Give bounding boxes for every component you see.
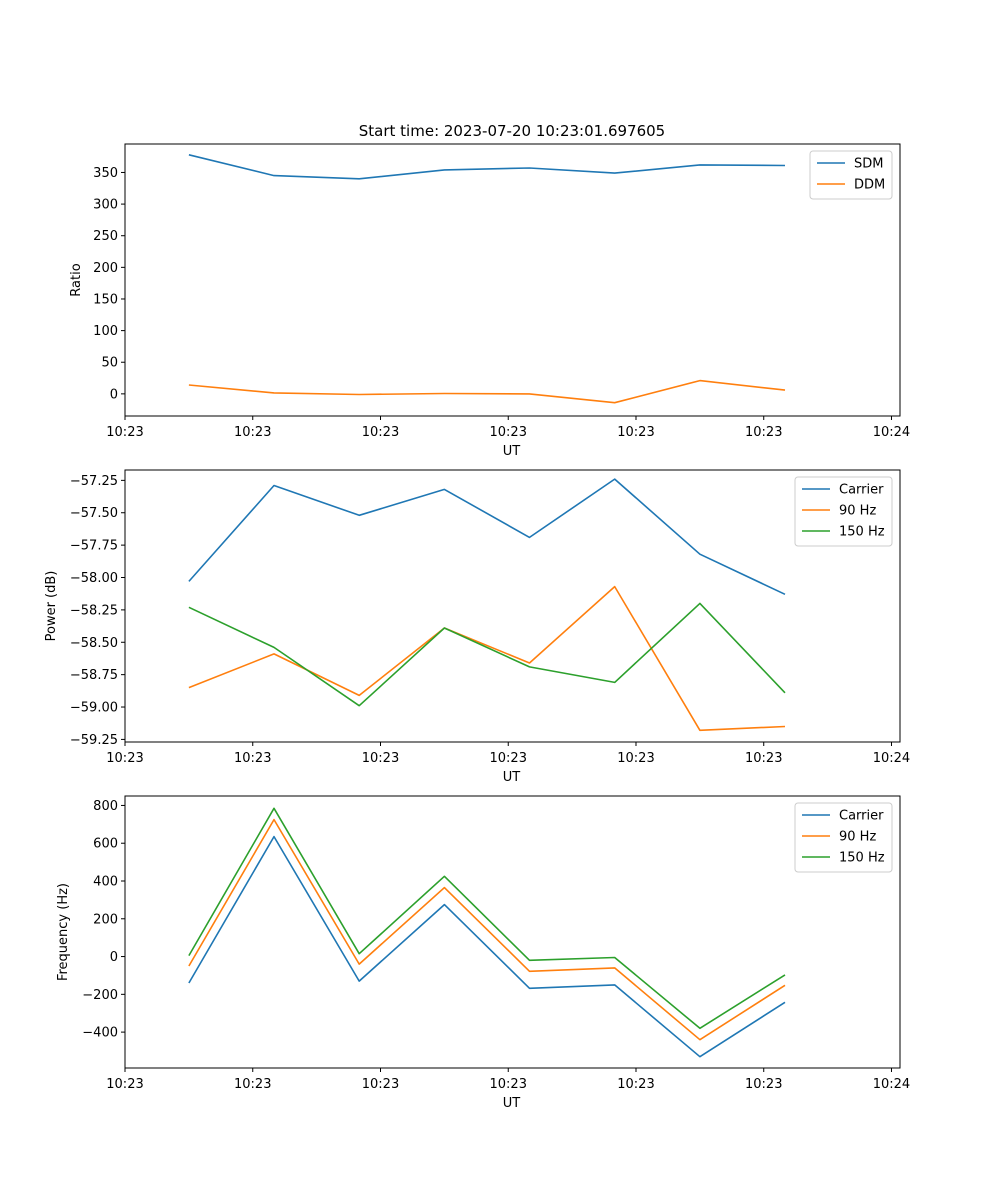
- frequency-y-axis-label: Frequency (Hz): [56, 883, 71, 981]
- y-tick-label: −58.25: [70, 603, 118, 618]
- power-y-axis-label: Power (dB): [44, 571, 59, 642]
- charts-container: 10:23 10:23 10:23 10:23 10:23 10:23 10:24 0 50 10…: [44, 143, 910, 1111]
- x-tick-label: 10:24: [873, 751, 910, 766]
- ratio-legend: SDM DDM: [809, 150, 893, 200]
- legend-label: Carrier: [839, 809, 884, 824]
- y-tick-label: 350: [93, 166, 118, 181]
- x-tick-label: 10:23: [490, 751, 527, 766]
- y-tick-label: −200: [82, 988, 118, 1003]
- x-tick-label: 10:23: [362, 425, 399, 440]
- x-tick-label: 10:23: [362, 751, 399, 766]
- y-tick-label: −57.75: [70, 539, 118, 554]
- y-tick-label: 50: [101, 356, 118, 371]
- legend-label: 90 Hz: [839, 504, 876, 519]
- y-tick-label: −58.00: [70, 571, 118, 586]
- x-tick-label: 10:23: [106, 1077, 143, 1092]
- x-tick-label: 10:23: [106, 425, 143, 440]
- y-tick-label: 150: [93, 292, 118, 307]
- x-tick-label: 10:23: [745, 425, 782, 440]
- y-tick-label: 600: [93, 837, 118, 852]
- frequency-x-axis-label: UT: [503, 1096, 521, 1111]
- frequency-series-90-hz: [188, 818, 786, 1041]
- legend-frame: [794, 802, 893, 873]
- x-tick-label: 10:24: [873, 1077, 910, 1092]
- ratio-panel: 10:23 10:23 10:23 10:23 10:23 10:23 10:24 0 50 10…: [69, 143, 910, 459]
- power-series-150-hz: [188, 602, 786, 707]
- legend-label: 90 Hz: [839, 830, 876, 845]
- ratio-x-axis-label: UT: [503, 444, 521, 459]
- legend-label: 150 Hz: [839, 525, 885, 540]
- x-tick-label: 10:23: [106, 751, 143, 766]
- power-legend: Carrier 90 Hz 150 Hz: [794, 476, 893, 547]
- y-tick-label: −57.25: [70, 474, 118, 489]
- x-tick-label: 10:23: [362, 1077, 399, 1092]
- x-tick-label: 10:23: [617, 751, 654, 766]
- y-tick-label: −58.75: [70, 668, 118, 683]
- y-tick-label: 800: [93, 799, 118, 814]
- x-tick-label: 10:23: [234, 751, 271, 766]
- ratio-series-sdm: [188, 154, 786, 180]
- y-tick-label: 400: [93, 875, 118, 890]
- x-tick-label: 10:23: [234, 425, 271, 440]
- ratio-series-ddm: [188, 379, 786, 404]
- frequency-series-carrier: [188, 835, 786, 1058]
- legend-label: Carrier: [839, 483, 884, 498]
- y-tick-label: −59.00: [70, 701, 118, 716]
- y-tick-label: 250: [93, 229, 118, 244]
- x-tick-label: 10:23: [617, 425, 654, 440]
- frequency-series-150-hz: [188, 807, 786, 1030]
- legend-frame: [794, 476, 893, 547]
- y-tick-label: 100: [93, 324, 118, 339]
- x-tick-label: 10:23: [234, 1077, 271, 1092]
- legend-label: SDM: [854, 157, 883, 172]
- y-tick-label: 0: [110, 950, 118, 965]
- x-tick-label: 10:23: [617, 1077, 654, 1092]
- y-tick-label: −400: [82, 1026, 118, 1041]
- power-x-axis-label: UT: [503, 770, 521, 785]
- x-tick-label: 10:23: [490, 425, 527, 440]
- y-tick-label: −59.25: [70, 733, 118, 748]
- power-series-90-hz: [188, 585, 786, 732]
- x-tick-label: 10:24: [873, 425, 910, 440]
- y-tick-label: 200: [93, 912, 118, 927]
- y-tick-label: 200: [93, 261, 118, 276]
- power-panel: 10:23 10:23 10:23 10:23 10:23 10:23 10:24 −59.2…: [44, 469, 910, 785]
- x-tick-label: 10:23: [490, 1077, 527, 1092]
- frequency-legend: Carrier 90 Hz 150 Hz: [794, 802, 893, 873]
- power-series-carrier: [188, 478, 786, 596]
- frequency-plot-frame: [124, 795, 901, 1069]
- legend-label: DDM: [854, 178, 885, 193]
- figure-title: Start time: 2023-07-20 10:23:01.697605: [359, 122, 665, 140]
- ratio-y-axis-label: Ratio: [69, 263, 84, 296]
- legend-label: 150 Hz: [839, 851, 885, 866]
- x-tick-label: 10:23: [745, 751, 782, 766]
- y-tick-label: 0: [110, 387, 118, 402]
- y-tick-label: 300: [93, 198, 118, 213]
- frequency-panel: 10:23 10:23 10:23 10:23 10:23 10:23 10:24 −400 −…: [56, 795, 910, 1111]
- y-tick-label: −57.50: [70, 506, 118, 521]
- y-tick-label: −58.50: [70, 636, 118, 651]
- x-tick-label: 10:23: [745, 1077, 782, 1092]
- ratio-plot-frame: [124, 143, 901, 417]
- power-plot-frame: [124, 469, 901, 743]
